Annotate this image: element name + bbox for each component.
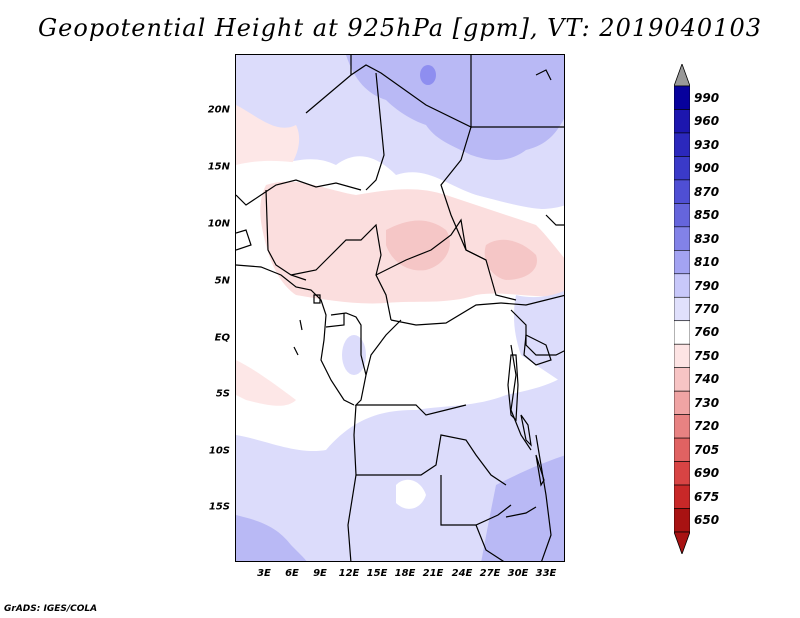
- contour-fill-790: [236, 376, 564, 561]
- colorbar-segment-690: [674, 461, 690, 486]
- colorbar-level-label: 960: [694, 114, 720, 129]
- colorbar-segment-650: [674, 508, 690, 533]
- colorbar-level-label: 770: [694, 302, 720, 316]
- colorbar-bottom-arrow: [674, 531, 690, 554]
- lon-tick-label: 12E: [338, 568, 360, 579]
- lon-tick-label: 6E: [285, 568, 299, 579]
- colorbar-level-label: 900: [694, 161, 720, 176]
- colorbar-segment-900: [674, 156, 690, 181]
- colorbar-level-label: 730: [694, 395, 720, 410]
- colorbar-level-label: 990: [694, 90, 720, 105]
- colorbar-segment-760: [674, 320, 690, 345]
- contour-fill-810: [346, 55, 564, 160]
- colorbar-top-arrow: [674, 64, 690, 87]
- colorbar-level-label: 830: [694, 231, 720, 246]
- contour-fill-790: [513, 290, 564, 384]
- colorbar-segment-810: [674, 250, 690, 275]
- grads-footer: GrADS: IGES/COLA: [4, 604, 98, 614]
- contour-fill-730: [484, 239, 537, 280]
- map-panel: [235, 54, 565, 562]
- map-canvas: [236, 55, 564, 561]
- lat-tick-label: 5S: [215, 388, 230, 400]
- lat-tick-label: EQ: [214, 332, 230, 344]
- colorbar-level-label: 650: [694, 513, 720, 528]
- colorbar-segment-850: [674, 203, 690, 228]
- contour-fill-750: [236, 360, 296, 406]
- colorbar-segment-930: [674, 132, 690, 157]
- colorbar: [674, 64, 690, 554]
- colorbar-level-label: 760: [694, 325, 720, 340]
- colorbar-level-label: 870: [694, 184, 720, 199]
- lon-tick-label: 15E: [366, 568, 388, 579]
- lon-tick-label: 18E: [394, 568, 416, 579]
- lat-tick-label: 10S: [208, 445, 230, 457]
- colorbar-segment-990: [674, 85, 690, 110]
- contour-fill-730: [386, 220, 450, 271]
- colorbar-level-label: 690: [694, 466, 720, 481]
- colorbar-level-label: 850: [694, 208, 720, 223]
- lat-tick-label: 15N: [207, 161, 230, 173]
- colorbar-segment-705: [674, 437, 690, 462]
- colorbar-segment-770: [674, 296, 690, 322]
- colorbar-segment-960: [674, 109, 690, 134]
- contour-fill-810: [236, 515, 307, 561]
- colorbar-level-label: 750: [694, 348, 720, 363]
- colorbar-level-label: 675: [694, 489, 720, 504]
- lat-tick-label: 10N: [207, 218, 230, 230]
- lat-tick-label: 5N: [214, 275, 230, 287]
- colorbar-level-label: 790: [694, 278, 720, 293]
- colorbar-level-label: 810: [694, 255, 720, 270]
- contour-fill-810: [420, 65, 436, 85]
- colorbar-segment-790: [674, 273, 690, 298]
- colorbar-segment-730: [674, 390, 690, 415]
- map-title: Geopotential Height at 925hPa [gpm], VT:…: [38, 14, 762, 42]
- lat-tick-label: 15S: [208, 501, 230, 513]
- lon-tick-label: 27E: [479, 568, 501, 579]
- colorbar-segment-830: [674, 226, 690, 251]
- lon-tick-label: 3E: [257, 568, 271, 579]
- lon-tick-label: 21E: [422, 568, 444, 579]
- colorbar-level-label: 705: [694, 442, 720, 457]
- colorbar-level-label: 740: [694, 372, 720, 387]
- lon-tick-label: 33E: [535, 568, 557, 579]
- colorbar-segment-870: [674, 179, 690, 204]
- lon-tick-label: 30E: [507, 568, 529, 579]
- colorbar-level-label: 930: [694, 137, 720, 152]
- lon-tick-label: 24E: [451, 568, 473, 579]
- contour-fill-770: [396, 479, 426, 509]
- colorbar-level-label: 720: [694, 419, 720, 434]
- country-borders: [236, 55, 564, 561]
- colorbar-segment-720: [674, 414, 690, 439]
- colorbar-segment-740: [674, 367, 690, 392]
- contour-fill-790: [342, 335, 366, 375]
- lat-tick-label: 20N: [207, 104, 230, 116]
- colorbar-segment-750: [674, 343, 690, 368]
- colorbar-segment-675: [674, 484, 690, 509]
- lon-tick-label: 9E: [313, 568, 327, 579]
